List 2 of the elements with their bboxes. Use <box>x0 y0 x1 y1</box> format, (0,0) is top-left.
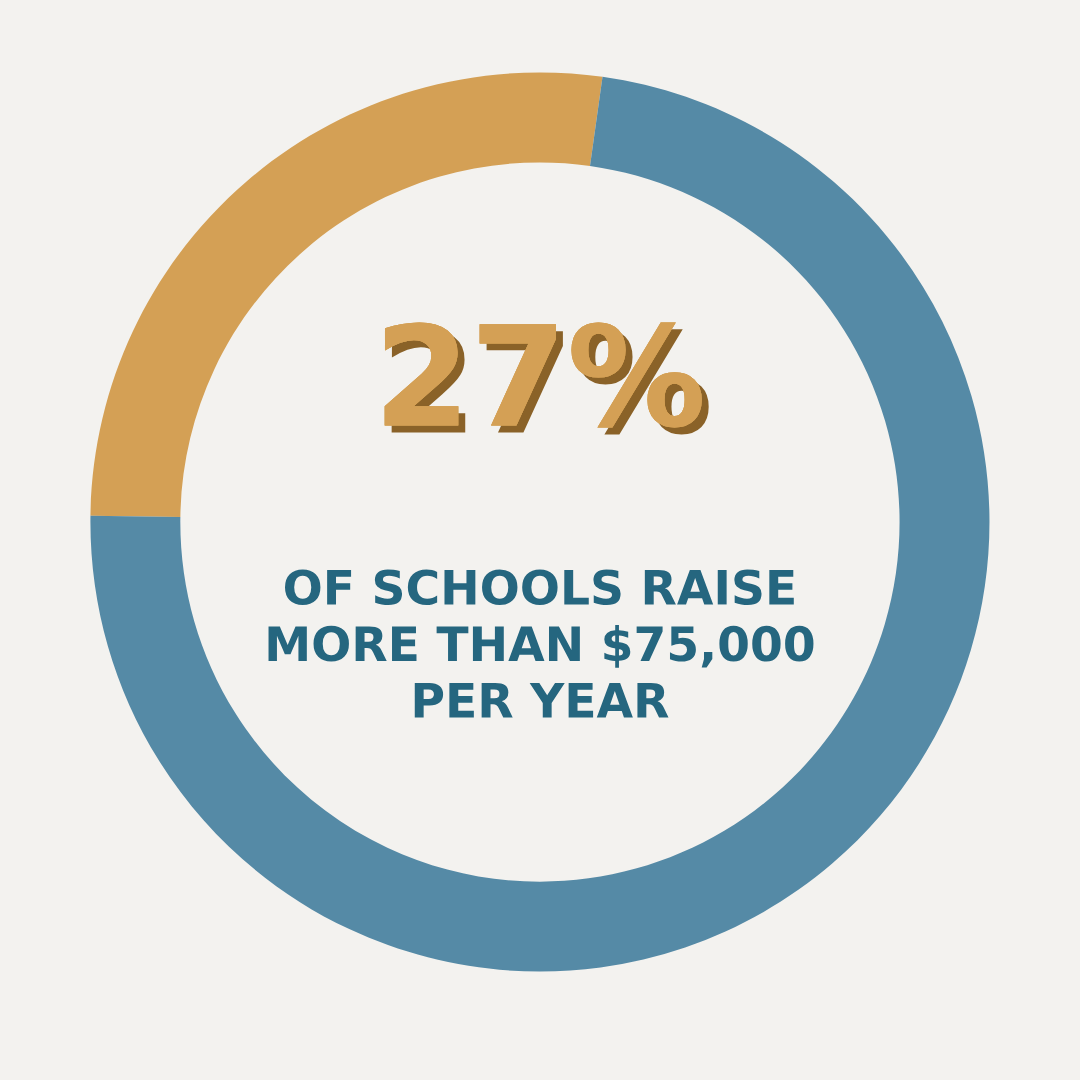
text: OF SCHOOLS RAISE MORE THAN $75,000 PER YEAR <box>268 569 814 718</box>
data-label: 27% <box>384 322 709 435</box>
